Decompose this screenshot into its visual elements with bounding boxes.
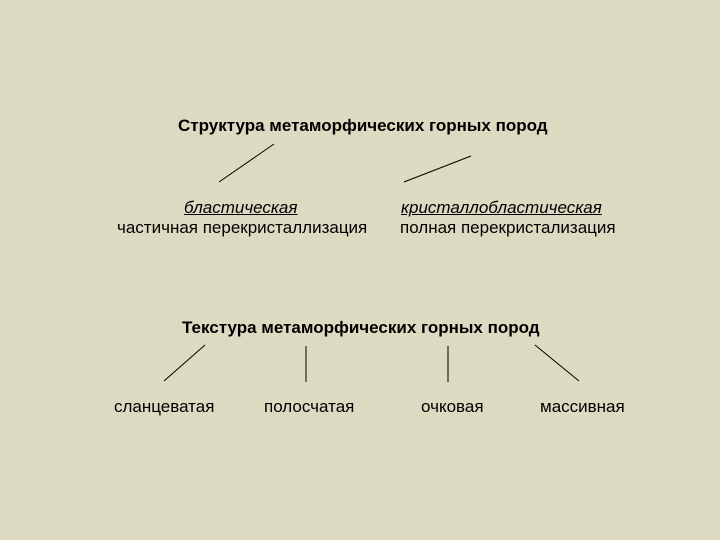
diagram-canvas: Структура метаморфических горных пород б… bbox=[0, 0, 720, 540]
section2-line-4 bbox=[535, 345, 579, 381]
section1-branch1-sub: частичная перекристаллизация bbox=[117, 218, 367, 238]
section1-line-2 bbox=[404, 156, 471, 182]
section1-branch2-sub: полная перекристализация bbox=[400, 218, 616, 238]
section2-item-4: массивная bbox=[540, 397, 625, 417]
section2-title: Текстура метаморфических горных пород bbox=[182, 318, 540, 338]
connector-lines bbox=[0, 0, 720, 540]
section2-item-1: сланцеватая bbox=[114, 397, 214, 417]
section2-item-2: полосчатая bbox=[264, 397, 354, 417]
section2-line-1 bbox=[164, 345, 205, 381]
section1-branch2-name: кристаллобластическая bbox=[401, 198, 602, 218]
section1-line-1 bbox=[219, 144, 274, 182]
section1-title: Структура метаморфических горных пород bbox=[178, 116, 548, 136]
section2-item-3: очковая bbox=[421, 397, 484, 417]
section1-branch1-name: бластическая bbox=[184, 198, 297, 218]
